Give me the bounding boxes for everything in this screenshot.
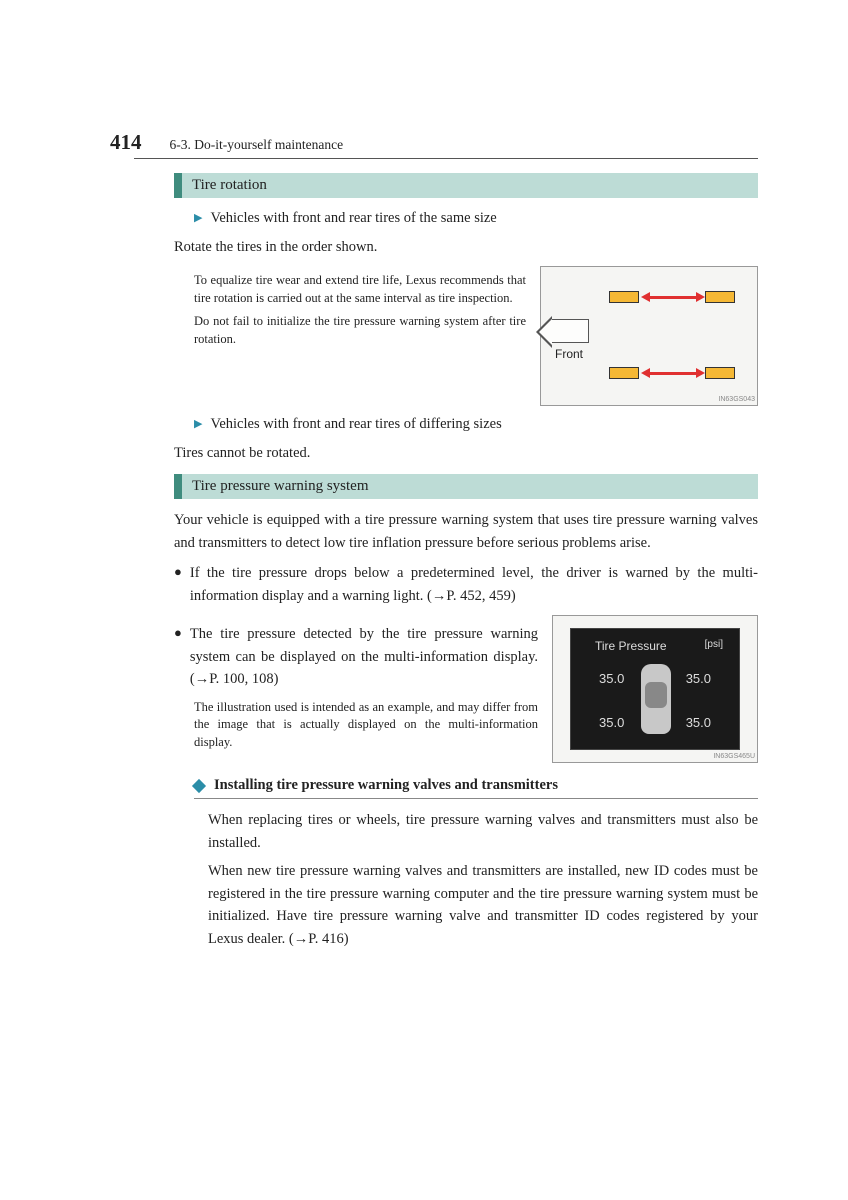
dot-icon: ● (174, 564, 182, 580)
install-para2: When new tire pressure warning valves an… (208, 860, 758, 950)
display-screen: Tire Pressure [psi] 35.0 35.0 35.0 35.0 (570, 628, 740, 750)
figure-code: IN63GS465U (713, 753, 755, 760)
tire-pressure-display-figure: Tire Pressure [psi] 35.0 35.0 35.0 35.0 … (552, 615, 758, 763)
front-label: Front (555, 347, 583, 361)
install-para1: When replacing tires or wheels, tire pre… (208, 809, 758, 854)
tpws-content: Your vehicle is equipped with a tire pre… (174, 509, 758, 950)
bullet-same-size: ▶ Vehicles with front and rear tires of … (194, 208, 758, 230)
rotation-row: To equalize tire wear and extend tire li… (174, 266, 758, 406)
figure-code: IN63GS043 (718, 396, 755, 403)
display-text-col: ● The tire pressure detected by the tire… (174, 615, 538, 763)
display-row: ● The tire pressure detected by the tire… (174, 615, 758, 763)
page-header: 414 6-3. Do-it-yourself maintenance (134, 130, 758, 159)
car-icon (641, 664, 671, 734)
subsection-install: Installing tire pressure warning valves … (194, 777, 758, 794)
page-number: 414 (110, 130, 142, 155)
cannot-rotate: Tires cannot be rotated. (174, 442, 758, 464)
tire-rotation-content: ▶ Vehicles with front and rear tires of … (174, 208, 758, 464)
front-arrow-icon (551, 319, 589, 343)
section-heading-tpws: Tire pressure warning system (174, 474, 758, 499)
section-path: 6-3. Do-it-yourself maintenance (170, 137, 344, 153)
dot-icon: ● (174, 625, 182, 641)
swap-arrow-icon (649, 372, 697, 375)
bullet-display: ● The tire pressure detected by the tire… (174, 623, 538, 690)
triangle-icon: ▶ (194, 417, 202, 430)
bullet-pressure-drop: ● If the tire pressure drops below a pre… (174, 562, 758, 607)
tpws-para1: Your vehicle is equipped with a tire pre… (174, 509, 758, 554)
triangle-icon: ▶ (194, 211, 202, 224)
illustration-note: The illustration used is intended as an … (194, 699, 538, 752)
section-heading-tire-rotation: Tire rotation (174, 173, 758, 198)
rotate-intro: Rotate the tires in the order shown. (174, 236, 758, 258)
subsection-rule (194, 798, 758, 799)
rotation-text: To equalize tire wear and extend tire li… (194, 266, 526, 406)
tire-rotation-diagram: Front IN63GS043 (540, 266, 758, 406)
swap-arrow-icon (649, 296, 697, 299)
bullet-diff-size: ▶ Vehicles with front and rear tires of … (194, 414, 758, 436)
diamond-icon (192, 779, 206, 793)
